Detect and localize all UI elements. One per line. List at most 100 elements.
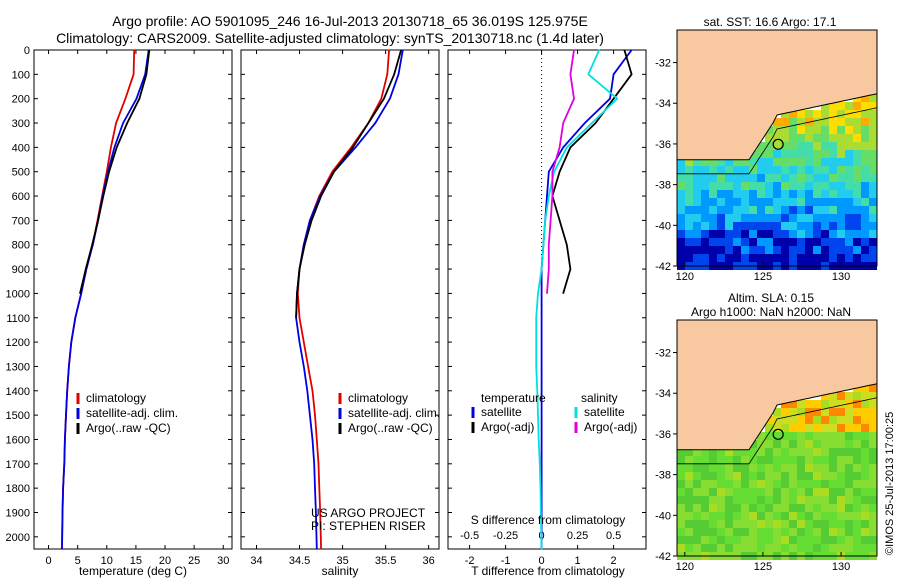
difference-xtick-label: -1 bbox=[501, 555, 511, 567]
sla-map-cell bbox=[861, 544, 869, 552]
sla-map-cell bbox=[757, 472, 765, 480]
sst-map-cell bbox=[869, 222, 877, 230]
temperature-ytick-label: 1300 bbox=[6, 361, 30, 373]
sst-map-cell bbox=[733, 174, 741, 182]
sla-map-cell bbox=[733, 456, 741, 464]
sst-map-cell bbox=[813, 126, 821, 134]
temperature-point-sat bbox=[122, 122, 124, 124]
sla-map-cell bbox=[765, 440, 773, 448]
sla-map-cell bbox=[797, 416, 805, 424]
sst-map-cell bbox=[797, 166, 805, 174]
sst-map-cell bbox=[829, 118, 837, 126]
sla-map-cell bbox=[821, 488, 829, 496]
sst-map-cell bbox=[717, 214, 725, 222]
difference-point-sal_argo bbox=[550, 219, 552, 221]
difference-point-sal_sat bbox=[542, 244, 545, 246]
salinity-panel: 34 34.5 35 35.5 36 climatologysatellite-adj. … bbox=[240, 49, 440, 578]
sla-map-cell bbox=[869, 504, 877, 512]
sla-map-cell bbox=[845, 520, 853, 528]
sla-map-cell bbox=[813, 504, 821, 512]
difference-point-argo bbox=[559, 171, 561, 173]
temperature-ytick-label: 1600 bbox=[6, 434, 30, 446]
sla-map-cell bbox=[725, 472, 733, 480]
sst-map-cell bbox=[861, 206, 869, 214]
sla-map-ytick-label: -42 bbox=[655, 551, 671, 563]
sla-map-cell bbox=[797, 432, 805, 440]
sst-map-cell bbox=[789, 246, 797, 254]
sla-map-cell bbox=[813, 520, 821, 528]
sst-map-cell bbox=[709, 238, 717, 246]
sst-map-cell bbox=[765, 246, 773, 254]
sst-map-cell bbox=[853, 174, 861, 182]
sst-map-cell bbox=[725, 158, 733, 166]
sla-map-cell bbox=[781, 400, 789, 408]
difference-point-sat bbox=[541, 341, 543, 343]
sst-map-cell bbox=[869, 126, 877, 134]
sst-map-cell bbox=[813, 142, 821, 150]
sla-map-cell bbox=[813, 448, 821, 456]
sst-map-cell bbox=[869, 134, 877, 142]
sla-map-cell bbox=[781, 528, 789, 536]
sst-map-cell bbox=[709, 206, 717, 214]
sst-map-cell bbox=[837, 126, 845, 134]
sla-map-cell bbox=[725, 536, 733, 544]
sst-map-cell bbox=[709, 158, 717, 166]
sla-map-cell bbox=[869, 440, 877, 448]
sla-map-cell bbox=[789, 520, 797, 528]
sla-map-cell bbox=[813, 416, 821, 424]
sla-map-cell bbox=[765, 472, 773, 480]
sla-map-cell bbox=[837, 448, 845, 456]
sla-map-cell bbox=[789, 440, 797, 448]
sla-map-cell bbox=[757, 520, 765, 528]
sla-map-cell bbox=[797, 464, 805, 472]
sst-map-ytick-label: -32 bbox=[655, 58, 671, 70]
salinity-point-argo bbox=[311, 219, 313, 221]
sst-map-cell bbox=[741, 230, 749, 238]
sst-map-cell bbox=[733, 254, 741, 262]
salinity-plot: 34 34.5 35 35.5 36 climatologysatellite-adj. … bbox=[241, 49, 440, 567]
sla-map-cell bbox=[869, 520, 877, 528]
sst-map-cell bbox=[837, 222, 845, 230]
sst-map-cell bbox=[781, 118, 789, 126]
sst-map-cell bbox=[845, 158, 853, 166]
sst-map-cell bbox=[869, 118, 877, 126]
sst-map-cell bbox=[845, 126, 853, 134]
temperature-point-sat bbox=[61, 548, 63, 550]
sla-map-cell bbox=[861, 448, 869, 456]
sst-map-cell bbox=[789, 118, 797, 126]
sla-map-frame bbox=[676, 319, 878, 557]
sla-map-cell bbox=[805, 512, 813, 520]
sla-map-cell bbox=[701, 464, 709, 472]
sst-map-cell bbox=[749, 246, 757, 254]
sst-map-cell bbox=[829, 190, 837, 198]
difference-point-sal_argo bbox=[562, 122, 564, 124]
sla-map-cell bbox=[821, 440, 829, 448]
sst-map-cell bbox=[845, 142, 853, 150]
sla-map-cell bbox=[677, 496, 685, 504]
difference-point-sal_argo bbox=[546, 292, 548, 294]
sst-map-cell bbox=[861, 246, 869, 254]
temperature-ytick-label: 0 bbox=[24, 45, 30, 57]
sla-map-cell bbox=[821, 536, 829, 544]
sla-map-cell bbox=[813, 496, 821, 504]
sla-map-cell bbox=[829, 408, 837, 416]
sst-map-cell bbox=[805, 230, 813, 238]
sla-map-xtick-label: 120 bbox=[676, 561, 694, 573]
sst-map-cell bbox=[773, 118, 781, 126]
sst-map-cell bbox=[821, 190, 829, 198]
difference-point-sat bbox=[548, 171, 550, 173]
sst-map-cell bbox=[869, 110, 877, 118]
sst-map-cell bbox=[685, 174, 693, 182]
sla-map-cell bbox=[677, 512, 685, 520]
temperature-point-argo bbox=[102, 195, 104, 197]
sla-map-cell bbox=[781, 520, 789, 528]
sst-map-cell bbox=[837, 238, 845, 246]
sla-map-cell bbox=[733, 472, 741, 480]
sst-map-cell bbox=[741, 182, 749, 190]
sla-map-cell bbox=[813, 472, 821, 480]
salinity-point-argo bbox=[383, 98, 385, 100]
sla-map-cell bbox=[757, 464, 765, 472]
sst-map-cell bbox=[853, 118, 861, 126]
temperature-point-clim bbox=[133, 49, 135, 51]
difference-x2tick-label: 0.5 bbox=[606, 530, 621, 542]
